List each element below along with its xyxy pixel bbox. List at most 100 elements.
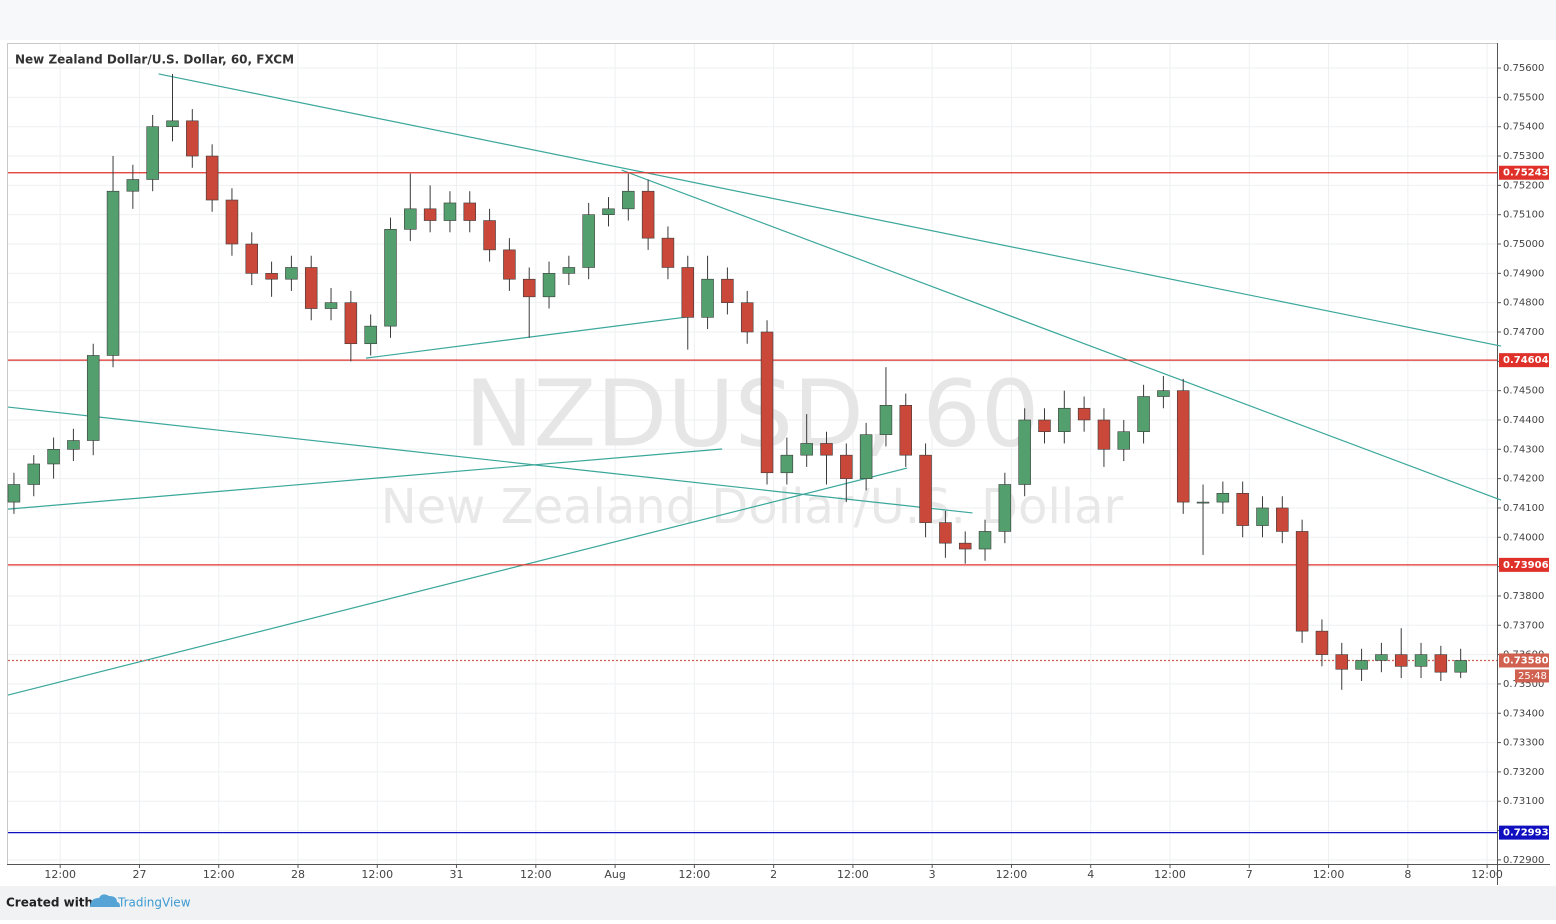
candle-body — [1216, 492, 1230, 503]
trend-line — [7, 406, 973, 514]
candle-body — [364, 325, 377, 345]
candle-body — [1355, 660, 1368, 670]
y-tick-label: 0.73300 — [1503, 738, 1544, 749]
y-tick-label: 0.74300 — [1503, 444, 1544, 455]
candle-body — [503, 249, 516, 280]
candle-body — [285, 267, 298, 280]
candle-body — [1454, 660, 1467, 673]
candle-body — [978, 531, 992, 550]
trend-line — [158, 73, 1502, 347]
trend-line — [7, 448, 723, 510]
trend-line — [365, 316, 687, 359]
watermark-symbol: NZDUSD, 60 — [465, 360, 1040, 467]
candle-body — [859, 434, 873, 479]
price-label-bg — [1499, 557, 1549, 572]
candle-body — [205, 155, 219, 201]
price-label-bg — [1499, 653, 1549, 668]
footer-bar — [0, 886, 1556, 920]
candle-body — [701, 278, 714, 318]
candle-body — [27, 463, 41, 485]
candle-body — [1335, 654, 1349, 670]
candle-body — [245, 243, 259, 274]
y-tick-label: 0.75400 — [1503, 122, 1544, 133]
candle-body — [225, 199, 239, 245]
x-tick-label: 12:00 — [1313, 868, 1345, 881]
y-tick-label: 0.74800 — [1503, 298, 1544, 309]
y-tick-label: 0.73800 — [1503, 591, 1544, 602]
candle-body — [1236, 492, 1249, 526]
y-tick-label: 0.74700 — [1503, 327, 1544, 338]
candle-body — [780, 454, 794, 474]
candle-body — [1176, 390, 1190, 503]
y-tick-label: 0.75100 — [1503, 210, 1544, 221]
candle-body — [1058, 407, 1071, 433]
candle-body — [443, 202, 457, 221]
candle-body — [67, 440, 80, 450]
y-tick-label: 0.75600 — [1503, 63, 1544, 74]
candle-body — [126, 179, 140, 192]
y-tick-label: 0.75000 — [1503, 239, 1544, 250]
candle-body — [1295, 531, 1309, 632]
candle-body — [840, 454, 853, 479]
y-tick-label: 0.75200 — [1503, 180, 1544, 191]
price-label-bg — [1499, 353, 1549, 368]
x-tick-label: 28 — [291, 868, 305, 881]
price-label: 0.72993 — [1503, 828, 1549, 839]
candle-body — [740, 302, 754, 333]
y-tick-label: 0.73500 — [1503, 679, 1544, 690]
footer-created: Created with — [6, 896, 93, 910]
candle-body — [1137, 396, 1150, 433]
candle-body — [899, 405, 913, 456]
candle-body — [721, 278, 734, 303]
y-tick-label: 0.74000 — [1503, 532, 1544, 543]
x-tick-label: 12:00 — [1154, 868, 1186, 881]
trend-line — [621, 169, 1502, 501]
price-label: 0.74604 — [1503, 355, 1549, 366]
price-label-bg — [1499, 165, 1549, 180]
top-bar — [0, 0, 1556, 40]
trend-line — [7, 467, 908, 696]
candle-body — [304, 267, 318, 309]
x-tick-label: 8 — [1404, 868, 1411, 881]
x-tick-label: 31 — [450, 868, 464, 881]
candle-body — [800, 443, 813, 456]
candle-body — [106, 190, 120, 356]
candle-body — [186, 120, 199, 157]
candle-body — [622, 190, 635, 210]
x-tick-label: 12:00 — [361, 868, 393, 881]
countdown-bg — [1515, 669, 1549, 683]
candle-body — [1196, 501, 1210, 504]
y-tick-label: 0.74100 — [1503, 503, 1544, 514]
candle-body — [324, 302, 338, 309]
candle-body — [661, 237, 675, 268]
candle-body — [1434, 654, 1448, 673]
tradingview-logo[interactable] — [90, 894, 120, 907]
footer-brand[interactable]: TradingView — [117, 896, 191, 910]
candle-body — [1315, 630, 1329, 655]
candle-body — [820, 443, 833, 456]
candle-body — [998, 484, 1012, 532]
price-label: 0.75243 — [1503, 168, 1549, 179]
price-label: 0.73906 — [1503, 560, 1549, 571]
y-tick-label: 0.73200 — [1503, 767, 1544, 778]
x-tick-label: 12:00 — [837, 868, 869, 881]
y-tick-label: 0.75300 — [1503, 151, 1544, 162]
y-tick-label: 0.73700 — [1503, 620, 1544, 631]
x-tick-label: 3 — [929, 868, 936, 881]
candle-body — [1375, 654, 1388, 661]
candle-body — [1038, 419, 1051, 433]
candle-body — [1414, 654, 1428, 667]
chart-title: New Zealand Dollar/U.S. Dollar, 60, FXCM — [15, 53, 294, 67]
candle-body — [166, 120, 179, 128]
candle-body — [384, 229, 397, 327]
candle-body — [1097, 419, 1111, 450]
x-tick-label: 2 — [770, 868, 777, 881]
candle-body — [1394, 654, 1408, 667]
x-tick-label: 12:00 — [1471, 868, 1503, 881]
x-tick-label: 12:00 — [44, 868, 76, 881]
countdown: 25:48 — [1518, 671, 1547, 682]
y-tick-label: 0.72900 — [1503, 855, 1544, 866]
x-tick-label: 12:00 — [996, 868, 1028, 881]
